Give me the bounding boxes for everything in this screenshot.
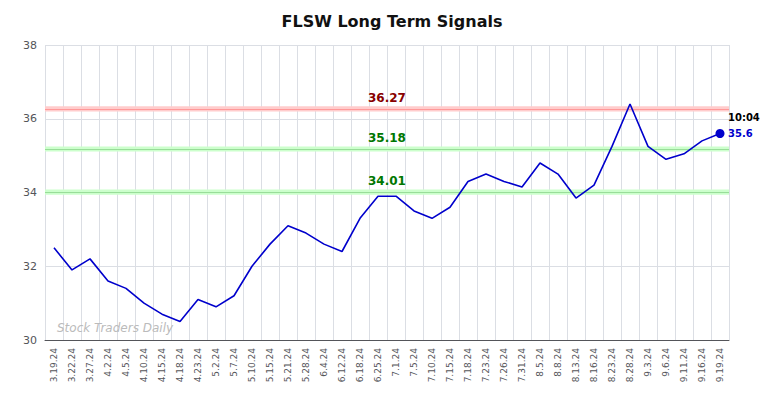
svg-text:7.15.24: 7.15.24 xyxy=(445,348,455,383)
svg-text:4.5.24: 4.5.24 xyxy=(121,348,131,377)
svg-text:8.5.24: 8.5.24 xyxy=(535,348,545,377)
svg-text:8.16.24: 8.16.24 xyxy=(589,348,599,383)
svg-text:36: 36 xyxy=(23,112,37,125)
svg-text:5.28.24: 5.28.24 xyxy=(301,348,311,383)
svg-text:35.18: 35.18 xyxy=(368,131,406,145)
svg-text:34.01: 34.01 xyxy=(368,174,406,188)
svg-text:7.18.24: 7.18.24 xyxy=(463,348,473,383)
svg-text:5.15.24: 5.15.24 xyxy=(265,348,275,383)
svg-text:5.2.24: 5.2.24 xyxy=(211,348,221,377)
svg-text:7.26.24: 7.26.24 xyxy=(499,348,509,383)
svg-text:3.22.24: 3.22.24 xyxy=(67,348,77,383)
svg-text:7.31.24: 7.31.24 xyxy=(517,348,527,383)
svg-text:36.27: 36.27 xyxy=(368,91,406,105)
svg-text:6.25.24: 6.25.24 xyxy=(373,348,383,383)
svg-text:6.18.24: 6.18.24 xyxy=(355,348,365,383)
svg-text:4.15.24: 4.15.24 xyxy=(157,348,167,383)
svg-text:8.13.24: 8.13.24 xyxy=(571,348,581,383)
svg-text:34: 34 xyxy=(23,186,37,199)
svg-text:4.23.24: 4.23.24 xyxy=(193,348,203,383)
svg-text:35.6: 35.6 xyxy=(728,128,753,139)
svg-text:7.5.24: 7.5.24 xyxy=(409,348,419,377)
svg-text:4.18.24: 4.18.24 xyxy=(175,348,185,383)
svg-text:8.28.24: 8.28.24 xyxy=(625,348,635,383)
svg-text:Stock Traders Daily: Stock Traders Daily xyxy=(57,321,174,335)
svg-text:8.23.24: 8.23.24 xyxy=(607,348,617,383)
svg-text:9.6.24: 9.6.24 xyxy=(661,348,671,377)
svg-text:7.1.24: 7.1.24 xyxy=(391,348,401,377)
svg-text:32: 32 xyxy=(23,260,37,273)
svg-text:7.23.24: 7.23.24 xyxy=(481,348,491,383)
svg-text:6.4.24: 6.4.24 xyxy=(319,348,329,377)
svg-text:9.3.24: 9.3.24 xyxy=(643,348,653,377)
svg-text:3.19.24: 3.19.24 xyxy=(49,348,59,383)
svg-text:8.8.24: 8.8.24 xyxy=(553,348,563,377)
svg-text:9.19.24: 9.19.24 xyxy=(715,348,725,383)
svg-text:6.12.24: 6.12.24 xyxy=(337,348,347,383)
svg-text:5.21.24: 5.21.24 xyxy=(283,348,293,383)
svg-text:7.10.24: 7.10.24 xyxy=(427,348,437,383)
svg-text:30: 30 xyxy=(23,334,37,347)
svg-text:10:04: 10:04 xyxy=(728,112,760,123)
svg-text:9.11.24: 9.11.24 xyxy=(679,348,689,383)
svg-text:4.2.24: 4.2.24 xyxy=(103,348,113,377)
svg-text:9.16.24: 9.16.24 xyxy=(697,348,707,383)
svg-text:5.10.24: 5.10.24 xyxy=(247,348,257,383)
svg-text:FLSW Long Term Signals: FLSW Long Term Signals xyxy=(282,12,503,31)
svg-text:38: 38 xyxy=(23,39,37,52)
svg-text:3.27.24: 3.27.24 xyxy=(85,348,95,383)
svg-text:5.7.24: 5.7.24 xyxy=(229,348,239,377)
svg-text:4.10.24: 4.10.24 xyxy=(139,348,149,383)
